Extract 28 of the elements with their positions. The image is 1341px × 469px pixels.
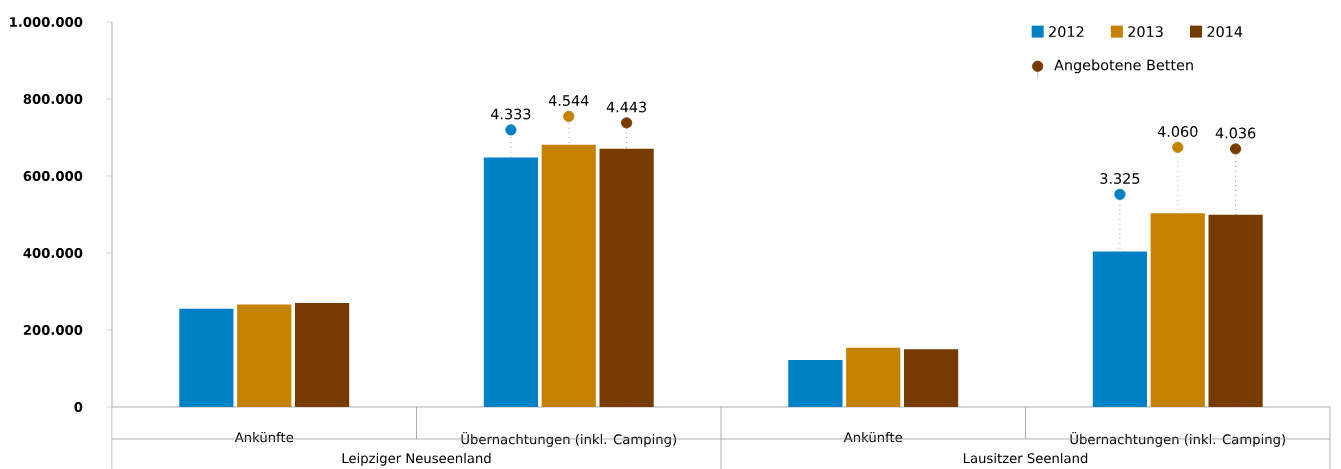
data-label: 3.325 bbox=[1100, 173, 1140, 184]
data-label: 4.333 bbox=[490, 108, 531, 120]
y-tick-label: 800.000 bbox=[23, 94, 83, 104]
bar bbox=[788, 360, 843, 407]
y-tick-label: 600.000 bbox=[23, 171, 83, 181]
bar bbox=[904, 349, 959, 407]
bar bbox=[237, 304, 292, 407]
y-tick-label: 200.000 bbox=[23, 325, 83, 335]
bar bbox=[846, 347, 901, 407]
legend-label: Angebotene Betten bbox=[1054, 59, 1193, 74]
bar bbox=[179, 308, 234, 407]
legend-label: 2013 bbox=[1128, 26, 1163, 38]
data-label: 4.060 bbox=[1157, 126, 1198, 137]
bar bbox=[295, 303, 350, 407]
y-tick-label: 1.000.000 bbox=[10, 17, 83, 27]
x-tick-label: Übernachtungen (inkl. Camping) bbox=[461, 432, 677, 447]
legend-label: 2012 bbox=[1049, 26, 1084, 38]
data-label: 4.036 bbox=[1215, 127, 1256, 139]
x-tick-label: Ankünfte bbox=[843, 432, 903, 443]
x-tick-label: Übernachtungen (inkl. Camping) bbox=[1070, 432, 1286, 447]
text: Leipziger Neuseenland bbox=[342, 452, 491, 466]
legend-label: 2014 bbox=[1207, 26, 1243, 38]
data-label: 4.544 bbox=[548, 95, 589, 106]
y-tick-label: 400.000 bbox=[23, 248, 83, 258]
data-label: 4.443 bbox=[606, 101, 647, 113]
x-tick-label: Ankünfte bbox=[234, 432, 294, 443]
y-tick-label: 0 bbox=[74, 402, 83, 412]
text: Lausitzer Seenland bbox=[963, 452, 1088, 464]
